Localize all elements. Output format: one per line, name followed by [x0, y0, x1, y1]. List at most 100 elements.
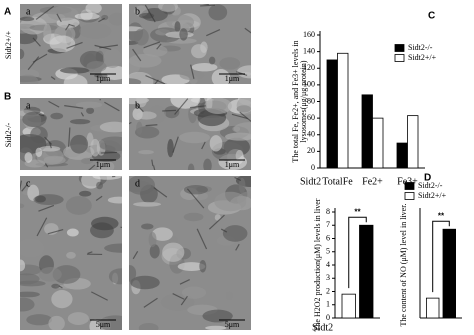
texture-blob [96, 181, 103, 190]
texture-blob [211, 69, 231, 84]
texture-blob [52, 265, 81, 284]
texture-blob [179, 28, 188, 41]
scale-label: 1μm [96, 74, 111, 83]
texture-line [56, 13, 62, 23]
texture-line [190, 105, 206, 109]
texture-blob [49, 35, 76, 53]
texture-blob [85, 4, 102, 14]
texture-blob [133, 201, 162, 207]
texture-blob [20, 297, 35, 312]
texture-blob [90, 138, 100, 157]
y-tick-label: 80 [307, 96, 315, 105]
texture-line [190, 64, 195, 79]
texture-blob [208, 56, 216, 65]
significance-bracket [432, 220, 450, 293]
texture-blob [136, 121, 143, 135]
texture-blob [177, 262, 206, 271]
texture-line [179, 279, 190, 285]
texture-line [80, 112, 85, 117]
texture-blob [199, 260, 207, 273]
texture-blob [164, 106, 180, 119]
texture-blob [20, 48, 25, 60]
texture-blob [20, 203, 25, 209]
texture-blob [141, 223, 154, 230]
bar [442, 228, 457, 319]
texture-line [48, 142, 52, 149]
texture-line [20, 180, 23, 192]
texture-blob [20, 238, 45, 258]
texture-line [234, 176, 242, 181]
texture-blob [129, 180, 152, 192]
texture-blob [214, 191, 247, 212]
texture-blob [98, 315, 122, 330]
texture-blob [202, 309, 233, 323]
texture-line [50, 76, 56, 80]
bar [425, 297, 440, 319]
texture [20, 4, 122, 84]
texture [20, 176, 122, 330]
texture-line [201, 141, 206, 150]
legend-swatch [394, 54, 405, 62]
panel-label: D [424, 173, 431, 184]
significance-label: ** [354, 207, 361, 216]
texture-line [68, 127, 71, 147]
texture-blob [86, 61, 107, 73]
x-tick-label: Fe3+ [397, 176, 418, 187]
texture-blob [79, 23, 112, 39]
x-tick-label: Fe2+ [362, 176, 383, 187]
bar [359, 224, 374, 319]
y-axis-label: The content of NO (μM) level in liver. [399, 204, 408, 327]
texture-blob [98, 136, 122, 152]
legend-label: Sidt2-/- [418, 181, 443, 190]
image-label: a [26, 6, 31, 17]
image-label: d [135, 178, 140, 189]
texture-line [35, 5, 55, 20]
y-axis-label: lysosomes(μg/μg protein) [299, 60, 308, 142]
texture-line [231, 113, 248, 120]
texture-line [172, 293, 185, 300]
texture-line [66, 41, 83, 49]
texture-blob [235, 149, 244, 162]
texture-line [44, 163, 49, 168]
texture-blob [208, 4, 228, 21]
texture-blob [225, 291, 234, 301]
texture-blob [138, 323, 159, 330]
texture-line [132, 251, 139, 260]
image-label: b [135, 6, 140, 17]
texture-blob [148, 231, 157, 248]
genotype-label: Sidt2-/- [4, 122, 13, 147]
texture-blob [219, 57, 241, 70]
texture-blob [50, 112, 64, 120]
texture-line [38, 113, 45, 117]
texture-blob [20, 74, 39, 84]
texture-line [154, 79, 159, 84]
texture-blob [152, 227, 173, 241]
texture-blob [158, 4, 178, 12]
texture-line [100, 151, 117, 154]
significance-bracket [348, 216, 367, 289]
texture-line [239, 111, 251, 122]
texture-line [162, 109, 177, 112]
texture-line [156, 43, 162, 50]
y-tick-label: 7 [326, 220, 330, 229]
texture-blob [107, 196, 122, 204]
texture-blob [205, 325, 227, 330]
bar [361, 94, 373, 169]
texture-blob [26, 314, 53, 326]
panel-label: A [4, 7, 11, 18]
texture-blob [179, 70, 205, 81]
texture-blob [20, 291, 40, 298]
scale-label: 5μm [225, 320, 240, 329]
texture-blob [130, 275, 160, 290]
texture-blob [167, 139, 174, 158]
y-tick-label: 1 [326, 300, 330, 309]
texture-line [235, 243, 240, 251]
texture-blob [94, 73, 108, 78]
y-axis-label: The total Fe, Fe2+, and Fe3+ levels in [291, 40, 300, 162]
texture-line [47, 228, 64, 235]
texture-line [200, 4, 215, 7]
texture-blob [203, 158, 212, 170]
texture-blob [89, 319, 101, 330]
texture [129, 176, 251, 330]
texture-line [145, 75, 166, 84]
